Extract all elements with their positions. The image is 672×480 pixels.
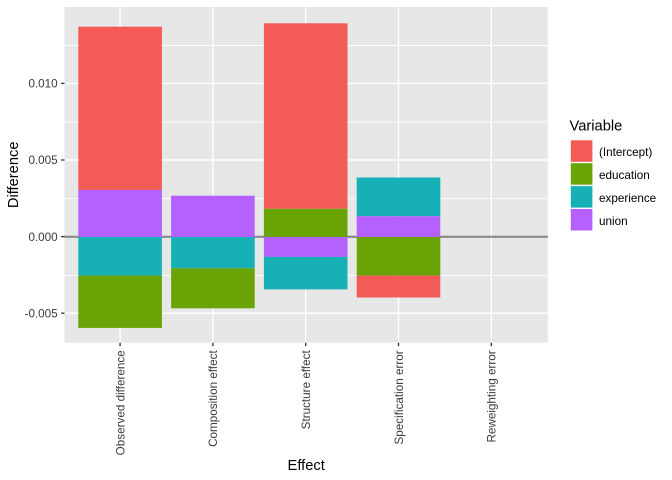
svg-text:Difference: Difference [6, 141, 22, 208]
svg-text:Variable: Variable [570, 119, 623, 135]
svg-text:Observed difference: Observed difference [114, 350, 127, 455]
svg-text:education: education [599, 169, 650, 182]
svg-text:0.005: 0.005 [28, 154, 58, 167]
svg-text:experience: experience [599, 192, 656, 205]
svg-text:-0.005: -0.005 [25, 307, 59, 320]
svg-text:Effect: Effect [288, 458, 325, 474]
svg-text:Composition effect: Composition effect [207, 350, 220, 447]
svg-text:union: union [599, 215, 628, 228]
svg-text:(Intercept): (Intercept) [599, 146, 652, 159]
svg-text:Specification error: Specification error [393, 350, 406, 444]
svg-text:Reweighting error: Reweighting error [486, 350, 499, 442]
svg-text:Structure effect: Structure effect [300, 350, 313, 430]
svg-text:0.010: 0.010 [28, 78, 58, 91]
svg-text:0.000: 0.000 [28, 231, 58, 244]
